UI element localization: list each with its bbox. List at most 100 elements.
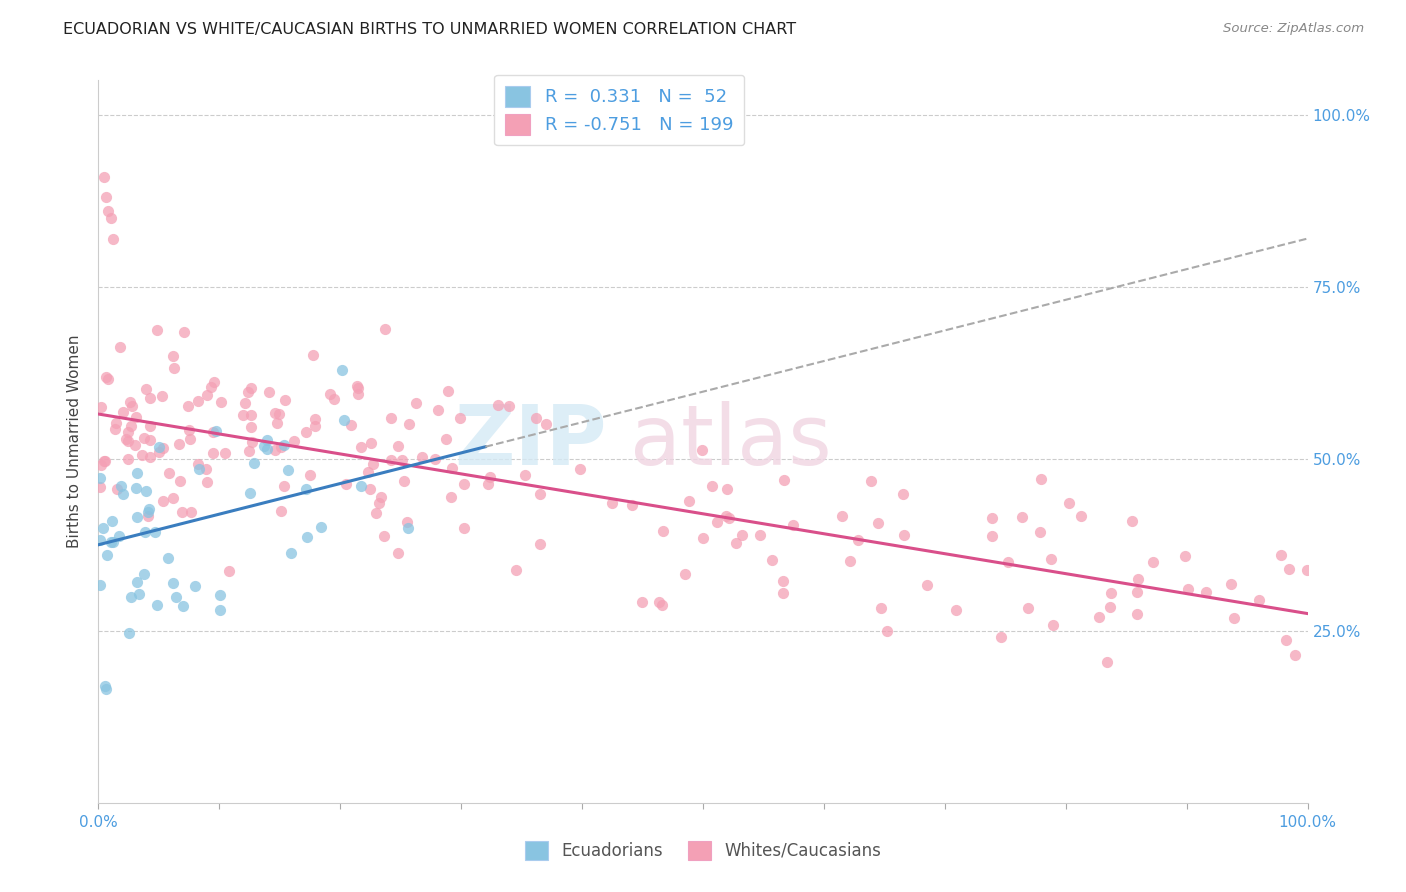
Point: [117, 434, 139, 449]
Point: [366, 506, 388, 520]
Point: [749, 528, 772, 542]
Point: [453, 521, 475, 535]
Point: [398, 417, 420, 431]
Point: [1284, 648, 1306, 662]
Point: [782, 518, 804, 533]
Point: [208, 603, 231, 617]
Point: [997, 555, 1019, 569]
Point: [94, 190, 117, 204]
Point: [761, 553, 783, 567]
Point: [243, 456, 266, 470]
Point: [120, 419, 142, 434]
Point: [980, 529, 1002, 543]
Point: [319, 387, 342, 401]
Point: [89, 578, 111, 592]
Point: [391, 453, 413, 467]
Point: [505, 564, 527, 578]
Point: [373, 529, 395, 543]
Point: [513, 468, 536, 483]
Point: [162, 575, 184, 590]
Point: [866, 516, 889, 530]
Point: [125, 409, 148, 424]
Point: [1095, 655, 1118, 669]
Point: [333, 413, 356, 427]
Point: [1070, 509, 1092, 524]
Point: [169, 475, 191, 489]
Point: [652, 524, 675, 539]
Point: [214, 445, 236, 459]
Point: [423, 451, 446, 466]
Point: [299, 467, 322, 482]
Text: Source: ZipAtlas.com: Source: ZipAtlas.com: [1223, 22, 1364, 36]
Point: [1029, 472, 1052, 486]
Point: [346, 378, 368, 392]
Point: [180, 505, 202, 519]
Point: [138, 505, 160, 519]
Point: [297, 530, 319, 544]
Point: [233, 396, 256, 410]
Point: [731, 528, 754, 542]
Point: [690, 443, 713, 458]
Point: [124, 438, 146, 452]
Point: [1099, 600, 1122, 615]
Point: [97, 204, 120, 219]
Point: [405, 396, 427, 410]
Point: [706, 515, 728, 529]
Point: [678, 493, 700, 508]
Point: [350, 479, 373, 493]
Text: ZIP: ZIP: [454, 401, 606, 482]
Point: [394, 475, 416, 489]
Point: [347, 381, 370, 395]
Point: [205, 425, 228, 439]
Point: [94, 679, 117, 693]
Point: [274, 393, 297, 408]
Point: [1126, 572, 1149, 586]
Point: [1017, 601, 1039, 615]
Point: [110, 478, 132, 492]
Point: [361, 457, 384, 471]
Point: [257, 384, 280, 399]
Point: [101, 534, 124, 549]
Point: [302, 348, 325, 362]
Point: [94, 681, 117, 696]
Point: [195, 388, 218, 402]
Point: [117, 425, 139, 439]
Point: [269, 407, 291, 421]
Point: [238, 384, 260, 399]
Point: [283, 434, 305, 449]
Point: [177, 423, 200, 437]
Point: [128, 586, 150, 600]
Point: [440, 460, 463, 475]
Point: [568, 462, 591, 476]
Point: [134, 524, 156, 539]
Point: [157, 551, 180, 566]
Point: [309, 520, 332, 534]
Point: [148, 445, 170, 459]
Point: [253, 439, 276, 453]
Point: [100, 211, 122, 225]
Point: [209, 394, 232, 409]
Legend: Ecuadorians, Whites/Caucasians: Ecuadorians, Whites/Caucasians: [517, 834, 889, 867]
Point: [846, 533, 869, 548]
Point: [139, 419, 162, 434]
Point: [146, 324, 169, 338]
Point: [426, 402, 449, 417]
Point: [387, 546, 409, 560]
Point: [330, 363, 353, 377]
Point: [449, 411, 471, 425]
Point: [104, 422, 127, 436]
Point: [131, 448, 153, 462]
Point: [1277, 562, 1299, 576]
Point: [1275, 633, 1298, 648]
Point: [264, 442, 287, 457]
Point: [350, 440, 373, 454]
Point: [479, 469, 502, 483]
Point: [1126, 585, 1149, 599]
Point: [218, 564, 240, 578]
Point: [150, 388, 173, 402]
Point: [714, 508, 737, 523]
Point: [117, 451, 139, 466]
Point: [195, 475, 218, 489]
Point: [1247, 592, 1270, 607]
Point: [132, 431, 155, 445]
